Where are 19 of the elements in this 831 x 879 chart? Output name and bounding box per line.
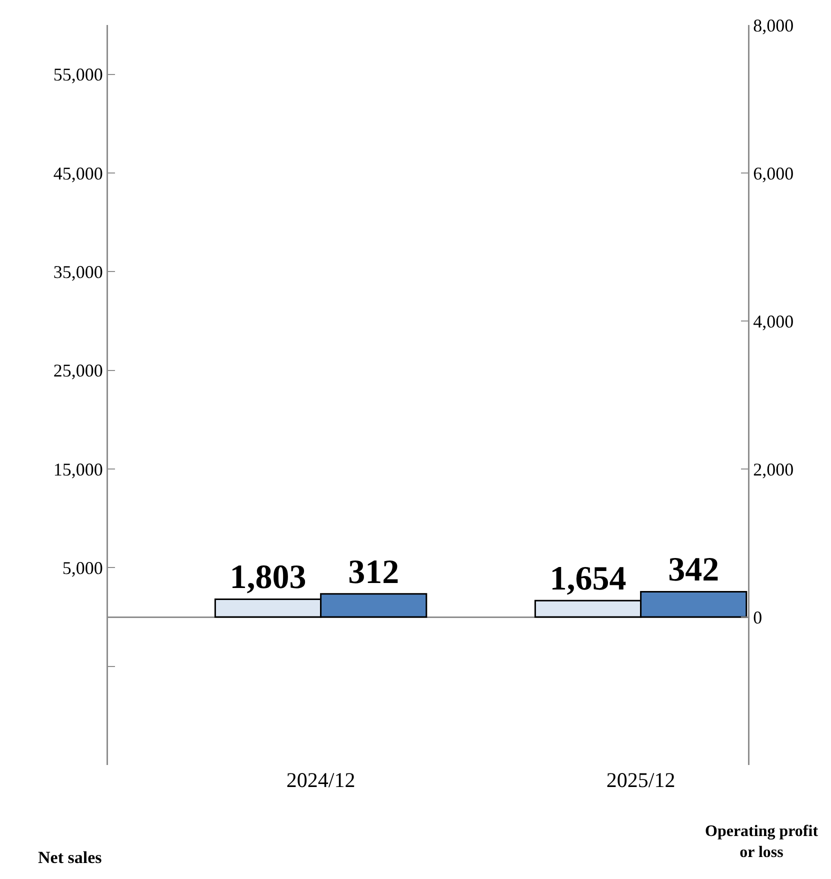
y-tick-label: 55,000 [53, 64, 103, 85]
y-tick-label: 45,000 [53, 163, 103, 184]
x-tick-label: 2024/12 [286, 768, 356, 792]
y2-tick-label: 0 [753, 607, 762, 628]
y2-tick-label: 8,000 [753, 15, 794, 36]
y2-tick-label: 6,000 [753, 163, 794, 184]
y2-axis-title: Operating profit or loss [705, 823, 819, 861]
y-tick-label: 35,000 [53, 262, 103, 282]
data-label: 312 [348, 554, 400, 591]
y-tick-label: 15,000 [53, 459, 103, 480]
y2-tick-label: 2,000 [753, 459, 794, 480]
y2-tick-label: 4,000 [753, 311, 794, 332]
data-label: 1,803 [230, 559, 306, 596]
x-tick-label: 2025/12 [606, 768, 676, 792]
y-tick-label: 5,000 [62, 558, 103, 578]
data-label: 1,654 [550, 560, 626, 598]
y-axis-title: Net sales [38, 848, 102, 867]
data-label: 342 [668, 552, 720, 589]
y-tick-label: 25,000 [53, 360, 103, 381]
